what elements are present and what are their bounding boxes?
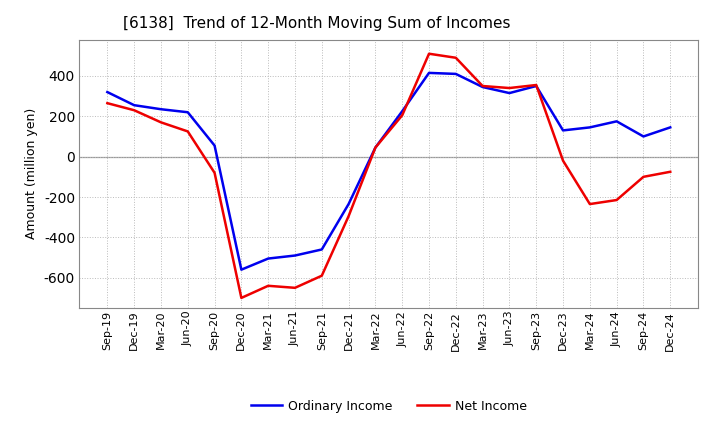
Net Income <box>612 198 621 203</box>
Ordinary Income <box>344 202 353 207</box>
Net Income <box>559 158 567 163</box>
Net Income <box>371 145 379 150</box>
Ordinary Income <box>532 83 541 88</box>
Net Income <box>318 273 326 279</box>
Ordinary Income <box>398 109 407 114</box>
Ordinary Income <box>612 119 621 124</box>
Ordinary Income <box>425 70 433 76</box>
Ordinary Income <box>666 125 675 130</box>
Ordinary Income <box>130 103 138 108</box>
Net Income <box>398 113 407 118</box>
Net Income <box>130 108 138 113</box>
Ordinary Income <box>157 106 166 112</box>
Ordinary Income <box>451 71 460 77</box>
Ordinary Income <box>559 128 567 133</box>
Ordinary Income <box>210 143 219 148</box>
Ordinary Income <box>585 125 594 130</box>
Net Income <box>237 295 246 301</box>
Ordinary Income <box>103 89 112 95</box>
Net Income <box>585 202 594 207</box>
Net Income <box>291 285 300 290</box>
Ordinary Income <box>291 253 300 258</box>
Line: Net Income: Net Income <box>107 54 670 298</box>
Ordinary Income <box>371 145 379 150</box>
Ordinary Income <box>264 256 272 261</box>
Text: [6138]  Trend of 12-Month Moving Sum of Incomes: [6138] Trend of 12-Month Moving Sum of I… <box>122 16 510 32</box>
Net Income <box>157 120 166 125</box>
Net Income <box>264 283 272 289</box>
Net Income <box>639 174 648 180</box>
Net Income <box>451 55 460 60</box>
Ordinary Income <box>505 91 514 96</box>
Y-axis label: Amount (million yen): Amount (million yen) <box>25 108 38 239</box>
Net Income <box>478 83 487 88</box>
Ordinary Income <box>237 267 246 272</box>
Net Income <box>425 51 433 56</box>
Net Income <box>210 170 219 176</box>
Ordinary Income <box>639 134 648 139</box>
Ordinary Income <box>184 110 192 115</box>
Legend: Ordinary Income, Net Income: Ordinary Income, Net Income <box>246 395 532 418</box>
Ordinary Income <box>478 84 487 90</box>
Net Income <box>666 169 675 174</box>
Net Income <box>184 129 192 134</box>
Line: Ordinary Income: Ordinary Income <box>107 73 670 270</box>
Net Income <box>532 82 541 88</box>
Net Income <box>505 85 514 91</box>
Ordinary Income <box>318 247 326 252</box>
Net Income <box>344 213 353 219</box>
Net Income <box>103 100 112 106</box>
